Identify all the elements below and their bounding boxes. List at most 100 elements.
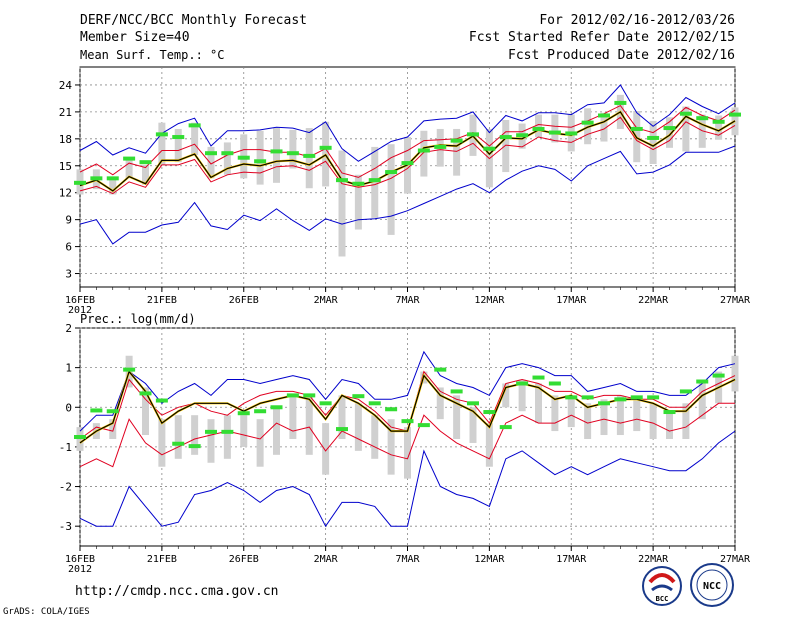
ensemble-box bbox=[666, 117, 673, 148]
y-tick-label: 1 bbox=[65, 362, 72, 375]
ensemble-box bbox=[666, 411, 673, 439]
y-tick-label: 24 bbox=[59, 79, 73, 92]
ensemble-box bbox=[453, 128, 461, 176]
forecast-period: For 2012/02/16-2012/03/26 bbox=[539, 13, 735, 28]
x-tick-label: 17MAR bbox=[556, 295, 587, 306]
obs-marker bbox=[319, 145, 332, 150]
obs-marker bbox=[237, 155, 250, 160]
ensemble-box bbox=[125, 160, 133, 179]
ensemble-box bbox=[616, 395, 624, 436]
x-tick-label: 21FEB bbox=[147, 295, 177, 306]
obs-marker bbox=[336, 427, 348, 432]
obs-marker bbox=[417, 148, 430, 153]
ncc-logo-text: NCC bbox=[703, 581, 721, 592]
fcst-produced-date: Fcst Produced Date 2012/02/16 bbox=[508, 48, 735, 63]
y-tick-label: -1 bbox=[59, 441, 72, 454]
ensemble-box bbox=[715, 115, 723, 140]
obs-marker bbox=[385, 170, 398, 175]
obs-marker bbox=[319, 401, 332, 406]
x-tick-label: 12MAR bbox=[474, 554, 505, 565]
obs-marker bbox=[483, 146, 496, 151]
x-tick-label: 22MAR bbox=[638, 295, 669, 306]
x-tick-label: 12MAR bbox=[474, 295, 505, 306]
obs-marker bbox=[483, 410, 496, 415]
obs-marker bbox=[499, 135, 512, 140]
figure-title: DERF/NCC/BCC Monthly Forecast bbox=[80, 13, 307, 28]
ensemble-box bbox=[633, 399, 641, 432]
obs-marker bbox=[123, 367, 136, 372]
obs-marker bbox=[286, 151, 299, 156]
obs-marker bbox=[221, 429, 234, 434]
y-tick-label: 21 bbox=[59, 106, 72, 119]
ensemble-box bbox=[551, 114, 559, 143]
ensemble-box bbox=[584, 403, 592, 439]
ensemble-box bbox=[174, 128, 182, 163]
panel-1-title: Mean Surf. Temp.: °C bbox=[80, 48, 225, 62]
obs-marker bbox=[368, 401, 381, 406]
ensemble-box bbox=[469, 407, 477, 443]
y-tick-label: 2 bbox=[65, 322, 72, 335]
obs-marker bbox=[385, 407, 398, 412]
series-spread-upper-line bbox=[79, 104, 736, 178]
obs-marker bbox=[254, 159, 267, 164]
ensemble-box bbox=[600, 399, 608, 436]
series-max-line bbox=[79, 350, 736, 432]
x-tick-label: 7MAR bbox=[395, 295, 420, 306]
obs-marker bbox=[155, 132, 168, 137]
ensemble-box bbox=[223, 142, 231, 175]
ensemble-box bbox=[420, 130, 428, 177]
obs-marker bbox=[368, 178, 381, 183]
ensemble-box bbox=[207, 419, 215, 463]
ensemble-box bbox=[502, 119, 510, 173]
ensemble-box bbox=[207, 146, 215, 179]
ensemble-box bbox=[502, 383, 510, 408]
ensemble-box bbox=[354, 174, 362, 230]
x-tick-label: 26FEB bbox=[229, 295, 259, 306]
footer-url[interactable]: http://cmdp.ncc.cma.gov.cn bbox=[75, 584, 279, 599]
obs-marker bbox=[90, 408, 103, 413]
obs-marker bbox=[647, 135, 660, 140]
obs-marker bbox=[401, 419, 414, 424]
obs-marker bbox=[614, 397, 627, 402]
ensemble-box bbox=[485, 423, 493, 467]
ensemble-box bbox=[240, 415, 248, 447]
obs-marker bbox=[205, 151, 217, 156]
obs-marker bbox=[155, 398, 168, 403]
ensemble-box bbox=[223, 415, 231, 459]
obs-marker bbox=[548, 381, 561, 386]
obs-marker bbox=[434, 144, 447, 149]
obs-marker bbox=[516, 381, 529, 386]
ensemble-box bbox=[518, 379, 526, 412]
ensemble-box bbox=[191, 122, 199, 155]
obs-marker bbox=[565, 131, 578, 136]
obs-marker bbox=[352, 181, 365, 186]
ensemble-box bbox=[273, 128, 280, 183]
obs-marker bbox=[663, 126, 676, 131]
ensemble-box bbox=[387, 144, 395, 235]
ensemble-box bbox=[142, 387, 149, 436]
ensemble-box bbox=[158, 419, 166, 467]
obs-marker bbox=[303, 393, 316, 398]
obs-marker bbox=[270, 149, 283, 154]
x-tick-label: 7MAR bbox=[395, 554, 420, 565]
obs-marker bbox=[696, 379, 709, 384]
x-tick-label: 26FEB bbox=[229, 554, 259, 565]
ensemble-box bbox=[191, 415, 199, 455]
obs-marker bbox=[417, 423, 430, 428]
ensemble-box bbox=[158, 122, 166, 165]
member-size: Member Size=40 bbox=[80, 30, 190, 45]
x-tick-label: 2MAR bbox=[314, 554, 339, 565]
obs-marker bbox=[237, 411, 250, 416]
obs-marker bbox=[270, 405, 283, 410]
y-tick-label: 15 bbox=[59, 160, 72, 173]
y-tick-label: -3 bbox=[59, 520, 72, 533]
obs-marker bbox=[401, 161, 414, 166]
obs-marker bbox=[630, 395, 643, 400]
series-spread-lower-line bbox=[79, 116, 736, 195]
series-max-line bbox=[79, 84, 736, 162]
obs-marker bbox=[205, 429, 217, 434]
obs-marker bbox=[581, 395, 594, 400]
obs-marker bbox=[679, 111, 692, 116]
obs-marker bbox=[303, 153, 316, 158]
